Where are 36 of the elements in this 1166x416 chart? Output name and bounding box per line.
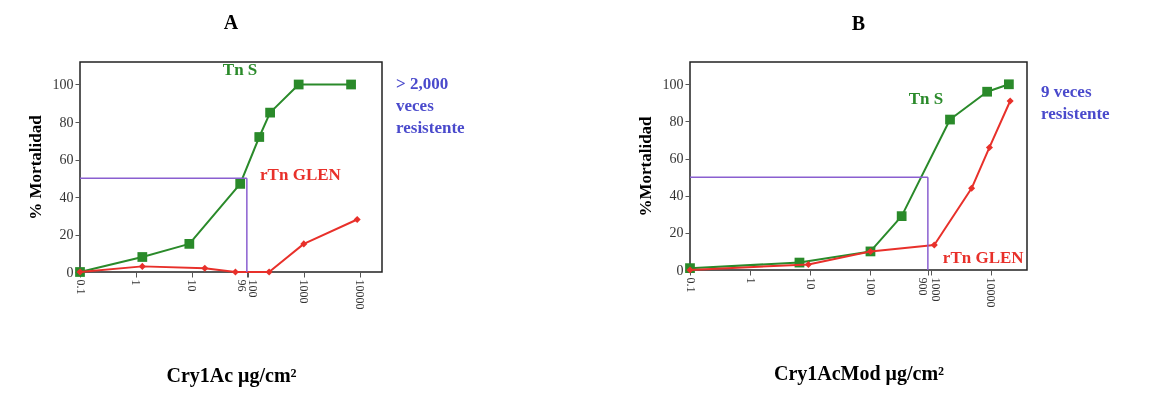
- x-tick-label: 10000: [984, 277, 999, 308]
- chart-title: B: [851, 12, 866, 34]
- text: > 2,000 veces resistente: [396, 74, 466, 137]
- x-axis-title: Cry1Ac μg/cm²: [166, 363, 297, 387]
- y-tick-label: 0: [676, 262, 684, 278]
- series-label: Tn S: [908, 89, 944, 109]
- x-tick-label: 10000: [353, 279, 368, 310]
- x-tick-label: 1000: [929, 277, 944, 302]
- y-tick-label: 80: [669, 113, 684, 129]
- y-tick-label: 60: [59, 152, 74, 167]
- x-tick-label: 0.1: [73, 279, 88, 295]
- x-tick-label: 1: [743, 277, 758, 284]
- y-tick-label: 60: [669, 151, 684, 167]
- x-tick-label: 1: [129, 279, 144, 286]
- x-tick-label: 900: [916, 277, 931, 296]
- y-tick-label: 80: [59, 114, 74, 130]
- x-tick-label: 100: [863, 277, 878, 296]
- x-tick-label: 1000: [297, 279, 312, 304]
- chart-title: A: [223, 11, 239, 34]
- text: rTn GLEN: [260, 165, 342, 185]
- series-label: Tn S: [222, 60, 258, 80]
- text: 9 veces resistente: [1041, 82, 1111, 123]
- series-label: rTn GLEN: [942, 247, 1025, 267]
- x-axis-title: Cry1AcMod μg/cm²: [773, 361, 945, 385]
- y-tick-label: 20: [669, 225, 684, 241]
- x-tick-label: 10: [185, 279, 200, 292]
- x-tick-label: 0.1: [683, 277, 698, 293]
- y-tick-label: 40: [669, 188, 684, 204]
- y-tick-label: 0: [66, 264, 74, 280]
- y-tick-label: 20: [59, 227, 74, 242]
- y-tick-label: 100: [662, 76, 684, 92]
- x-tick-label: 10: [803, 277, 818, 290]
- y-tick-label: 100: [52, 77, 74, 92]
- y-axis-title: %Mortalidad: [635, 115, 655, 217]
- y-tick-label: 40: [59, 189, 74, 205]
- y-axis-title: % Mortalidad: [25, 114, 45, 220]
